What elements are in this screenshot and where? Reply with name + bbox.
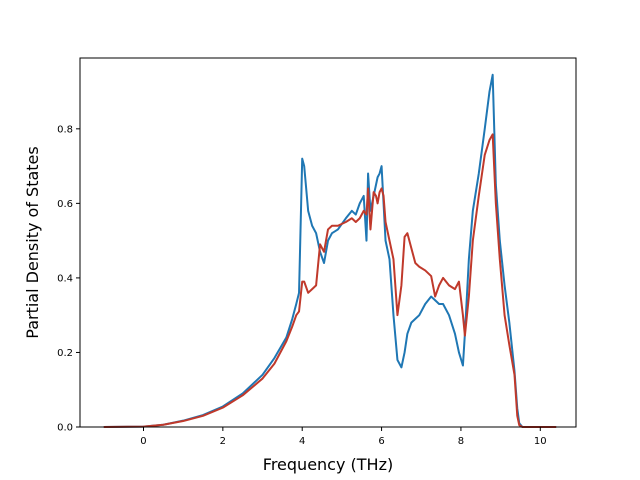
plot-lines (103, 73, 557, 428)
y-tick-label: 0.2 (57, 348, 73, 359)
x-tick-label: 6 (378, 436, 384, 447)
x-tick-label: 8 (458, 436, 464, 447)
y-tick-label: 0.4 (57, 273, 73, 284)
y-tick-label: 0.8 (57, 124, 73, 135)
x-axis-label: Frequency (THz) (263, 455, 393, 474)
x-tick-label: 0 (140, 436, 146, 447)
x-tick-label: 4 (299, 436, 305, 447)
y-tick-label: 0.6 (57, 199, 73, 210)
series-line-1 (103, 73, 557, 428)
y-axis-label: Partial Density of States (23, 146, 42, 338)
axis-ticks: 0 2 4 6 8 10 0.0 0.2 0.4 0.6 0.8 (57, 124, 547, 447)
x-tick-label: 2 (220, 436, 226, 447)
y-tick-label: 0.0 (57, 423, 73, 434)
x-tick-label: 10 (534, 436, 547, 447)
series-line-2 (103, 133, 557, 428)
axes-frame (79, 57, 577, 428)
